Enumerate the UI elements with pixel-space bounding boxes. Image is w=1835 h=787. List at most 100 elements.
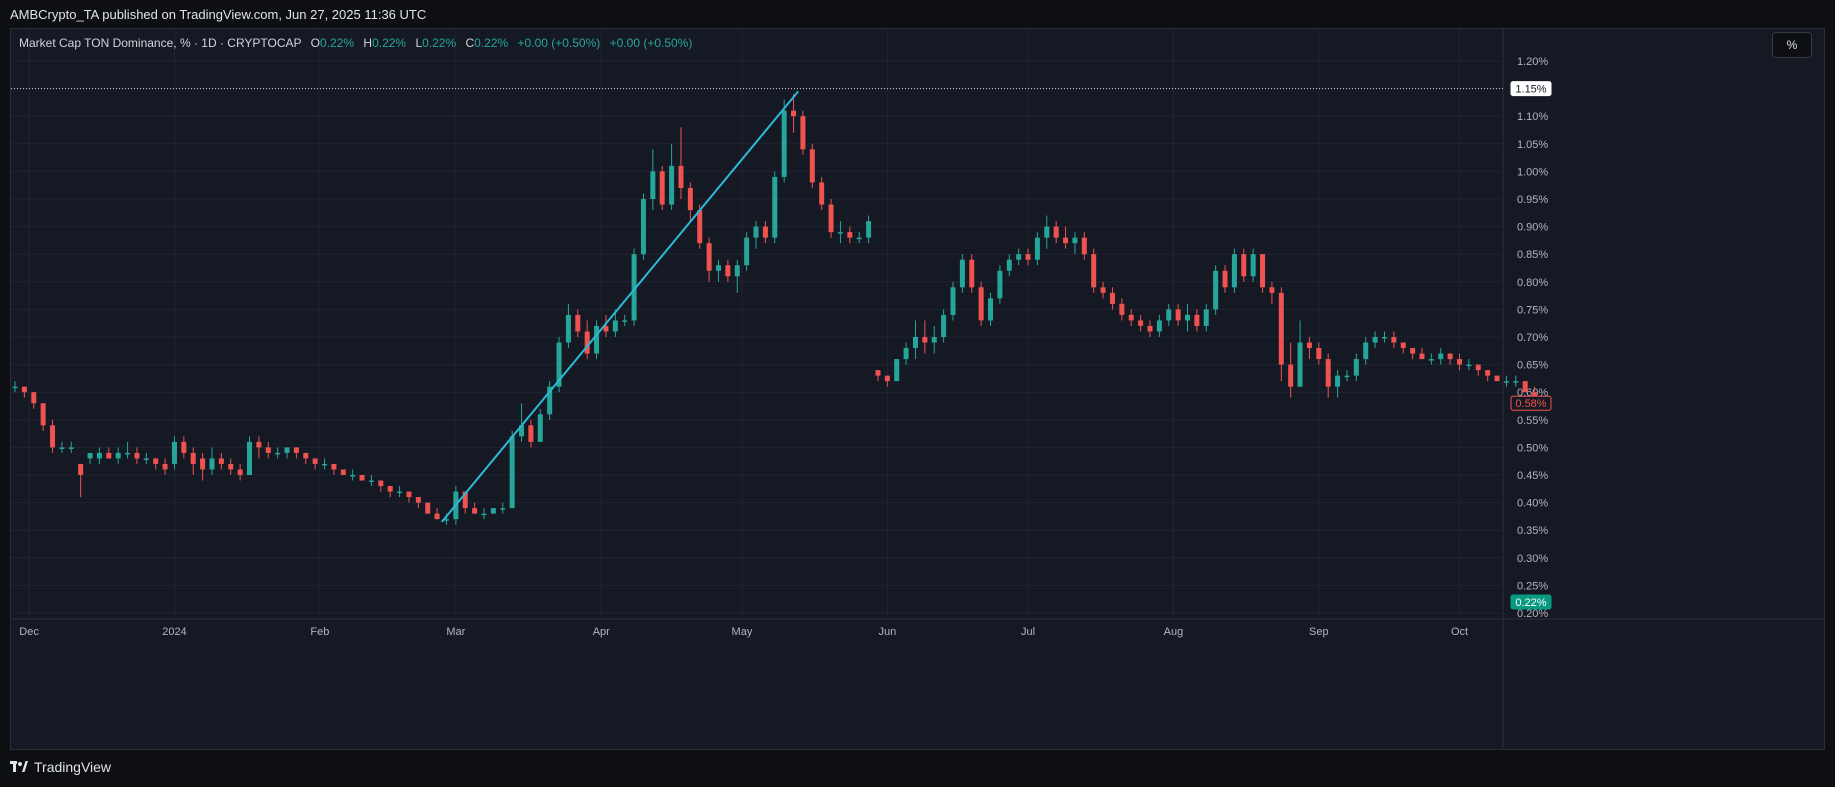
- candle-body: [1410, 348, 1416, 354]
- candle-body: [181, 441, 187, 453]
- candle-body: [622, 320, 628, 322]
- candle: [1044, 215, 1050, 249]
- candle-body: [1381, 337, 1387, 339]
- candle: [96, 447, 102, 464]
- price-tick-label: 0.95%: [1517, 194, 1548, 206]
- price-tick-label: 1.10%: [1517, 111, 1548, 123]
- candle-body: [1363, 342, 1369, 360]
- candle: [40, 403, 46, 431]
- candle: [716, 259, 721, 282]
- candle-body: [350, 475, 356, 477]
- candle: [866, 215, 872, 244]
- candle: [303, 452, 309, 464]
- candle-body: [31, 392, 37, 404]
- candle: [1250, 248, 1256, 282]
- candle-body: [1485, 370, 1491, 376]
- low-value: 0.22%: [422, 36, 457, 50]
- candle-body: [631, 254, 637, 321]
- candle: [903, 342, 909, 365]
- candle-body: [884, 375, 890, 382]
- candle-body: [284, 447, 290, 453]
- candle: [959, 254, 965, 293]
- candle-body: [1344, 375, 1350, 378]
- candle-body: [744, 237, 750, 266]
- candle: [218, 452, 224, 470]
- candle: [1025, 248, 1031, 266]
- candle: [1222, 265, 1228, 293]
- candle: [256, 436, 262, 459]
- candle-body: [378, 480, 384, 487]
- candle-body: [359, 475, 365, 481]
- time-tick-label: Aug: [1164, 626, 1184, 638]
- candle-body: [594, 325, 600, 354]
- candle-body: [819, 182, 825, 205]
- time-tick-label: Dec: [19, 626, 39, 638]
- open-value: 0.22%: [320, 36, 355, 50]
- price-tick-label: 1.20%: [1517, 56, 1548, 68]
- candle: [1485, 370, 1491, 382]
- candle-body: [1025, 254, 1031, 260]
- candle-body: [1269, 287, 1275, 293]
- footer: TradingView: [0, 750, 1835, 787]
- candle: [640, 193, 646, 260]
- candle-body: [809, 149, 815, 183]
- candle-body: [153, 458, 159, 464]
- candle-body: [659, 171, 665, 205]
- candle-body: [1260, 254, 1266, 288]
- candle: [1166, 303, 1172, 326]
- candle-body: [612, 320, 618, 332]
- candle: [584, 320, 590, 360]
- candle-body: [847, 232, 853, 238]
- candle: [415, 497, 421, 509]
- candle-body: [697, 210, 703, 244]
- candle: [1325, 353, 1331, 398]
- candle: [425, 502, 431, 514]
- candle-body: [753, 226, 759, 238]
- candle: [143, 452, 149, 464]
- candle-body: [1156, 320, 1162, 332]
- candle: [1109, 287, 1115, 310]
- candle-body: [1147, 325, 1153, 332]
- candle: [228, 458, 234, 475]
- candle-body: [988, 298, 994, 321]
- candle-body: [762, 226, 768, 238]
- candle-body: [1503, 381, 1509, 383]
- price-tick-label: 0.65%: [1517, 360, 1548, 372]
- price-tick-label: 0.70%: [1517, 332, 1548, 344]
- price-tick-label: 0.85%: [1517, 249, 1548, 261]
- candle-body: [1006, 259, 1012, 271]
- current-price-tag: 0.22%: [1510, 594, 1552, 610]
- candle: [378, 480, 384, 492]
- price-tick-label: 0.80%: [1517, 277, 1548, 289]
- publisher-line: AMBCrypto_TA published on TradingView.co…: [10, 7, 427, 22]
- candle: [706, 237, 712, 282]
- tradingview-logo[interactable]: TradingView: [10, 759, 111, 775]
- candle: [791, 94, 797, 133]
- candle: [331, 463, 337, 475]
- candle-body: [1391, 337, 1397, 343]
- candle: [1522, 381, 1528, 393]
- candle-body: [1109, 292, 1115, 304]
- candle-body: [293, 447, 299, 453]
- candle-body: [303, 452, 309, 459]
- low-label: L: [415, 36, 423, 50]
- candle: [1288, 342, 1294, 398]
- candle-body: [1466, 364, 1472, 367]
- candle-body: [565, 314, 571, 343]
- candlestick-chart[interactable]: 1.20% 1.15% 1.10% 1.05% 1.00% 0.95% 0.90% 0.85%…: [11, 29, 1825, 750]
- chart-panel[interactable]: 1.20% 1.15% 1.10% 1.05% 1.00% 0.95% 0.90% 0.85%…: [10, 28, 1825, 750]
- candle: [434, 508, 440, 520]
- candle-body: [584, 331, 590, 354]
- candle-body: [1372, 337, 1378, 343]
- candle-body: [1194, 314, 1200, 326]
- price-tick-label: 1.05%: [1517, 139, 1548, 151]
- brand-name: TradingView: [34, 759, 112, 775]
- percent-scale-button[interactable]: %: [1772, 32, 1812, 58]
- candle-body: [716, 265, 721, 271]
- candle-body: [1081, 237, 1087, 255]
- candle-body: [1288, 364, 1294, 387]
- candle-body: [950, 287, 956, 315]
- candle: [753, 221, 759, 249]
- candle-body: [40, 403, 46, 426]
- candle: [1381, 331, 1387, 343]
